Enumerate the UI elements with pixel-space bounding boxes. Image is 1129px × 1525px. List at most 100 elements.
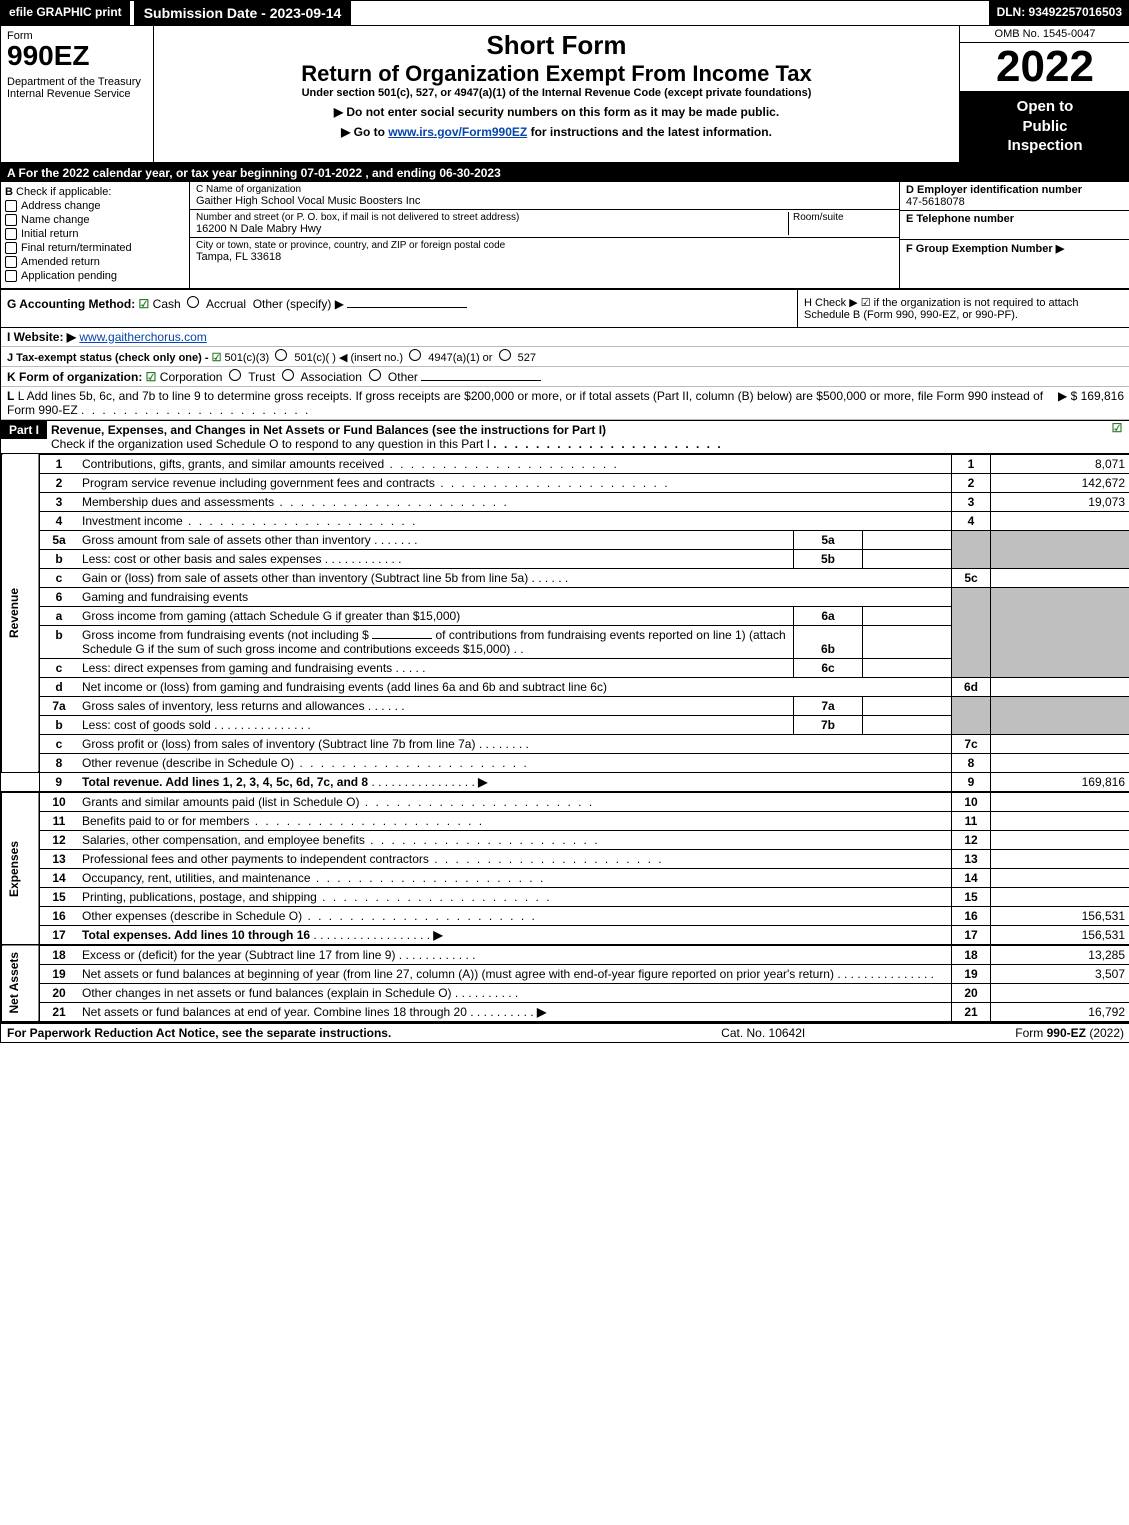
chk-initial[interactable]: Initial return	[5, 228, 185, 240]
l9-desc: Total revenue. Add lines 1, 2, 3, 4, 5c,…	[82, 775, 368, 789]
l7-shade	[952, 696, 991, 734]
dots	[311, 871, 546, 885]
l19-num: 19	[39, 964, 78, 983]
l2-desc: Program service revenue including govern…	[82, 476, 435, 490]
l6c-val	[863, 658, 952, 677]
l7c-box: 7c	[952, 734, 991, 753]
l16-amt: 156,531	[991, 906, 1129, 925]
b-label: B	[5, 186, 13, 198]
dots	[249, 814, 484, 828]
l19-desc: Net assets or fund balances at beginning…	[82, 967, 834, 981]
header-center: Short Form Return of Organization Exempt…	[154, 26, 959, 162]
side-netassets: Net Assets	[2, 945, 40, 1022]
l4-desc: Investment income	[82, 514, 183, 528]
l6a-desc: Gross income from gaming (attach Schedul…	[78, 606, 794, 625]
page-footer: For Paperwork Reduction Act Notice, see …	[1, 1022, 1129, 1042]
l6a-val	[863, 606, 952, 625]
l8-amt	[991, 753, 1129, 772]
dots	[81, 403, 310, 417]
e-row: E Telephone number	[900, 211, 1129, 240]
footer-form: 990-EZ	[1047, 1026, 1086, 1040]
chk-pending[interactable]: Application pending	[5, 270, 185, 282]
l4-num: 4	[39, 511, 78, 530]
l11-amt	[991, 811, 1129, 830]
chk-amended[interactable]: Amended return	[5, 256, 185, 268]
line-12: 12 Salaries, other compensation, and emp…	[2, 830, 1129, 849]
j-label: J Tax-exempt status (check only one) -	[7, 352, 209, 364]
part-i-check: ☑	[1104, 421, 1129, 435]
info-grid: B Check if applicable: Address change Na…	[1, 182, 1129, 290]
l17-num: 17	[39, 925, 78, 945]
top-spacer	[351, 1, 988, 25]
l7a-desc: Gross sales of inventory, less returns a…	[82, 699, 365, 713]
org-name: Gaither High School Vocal Music Boosters…	[196, 195, 893, 207]
l15-box: 15	[952, 887, 991, 906]
irs-link[interactable]: www.irs.gov/Form990EZ	[388, 125, 527, 139]
l5b-inner: 5b	[794, 549, 863, 568]
lines-table: Revenue 1 Contributions, gifts, grants, …	[1, 454, 1129, 1022]
l13-amt	[991, 849, 1129, 868]
l10-amt	[991, 792, 1129, 812]
k-row: K Form of organization: ☑ Corporation Tr…	[1, 367, 1129, 387]
line-18: Net Assets 18 Excess or (deficit) for th…	[2, 945, 1129, 965]
dots	[435, 476, 670, 490]
k-trust: Trust	[248, 370, 275, 384]
dots	[429, 852, 664, 866]
line-1: Revenue 1 Contributions, gifts, grants, …	[2, 454, 1129, 473]
l2-box: 2	[952, 473, 991, 492]
chk-name[interactable]: Name change	[5, 214, 185, 226]
j-opt1: 501(c)(3)	[225, 352, 270, 364]
short-form-title: Short Form	[158, 30, 955, 61]
l21-desc: Net assets or fund balances at end of ye…	[82, 1005, 467, 1019]
line-5c: c Gain or (loss) from sale of assets oth…	[2, 568, 1129, 587]
l3-num: 3	[39, 492, 78, 511]
l17-box: 17	[952, 925, 991, 945]
l6-shade	[952, 587, 991, 677]
check-icon: ☑	[212, 352, 222, 364]
l9-num: 9	[39, 772, 78, 792]
l7b-desc: Less: cost of goods sold	[82, 718, 211, 732]
l16-desc: Other expenses (describe in Schedule O)	[82, 909, 302, 923]
side-revenue: Revenue	[2, 454, 40, 772]
l6d-desc: Net income or (loss) from gaming and fun…	[78, 677, 952, 696]
instruct-goto: ▶ Go to www.irs.gov/Form990EZ for instru…	[158, 125, 955, 139]
line-10: Expenses 10 Grants and similar amounts p…	[2, 792, 1129, 812]
tax-year: 2022	[960, 43, 1129, 91]
header-left: Form 990EZ Department of the Treasury In…	[1, 26, 154, 162]
chk-address[interactable]: Address change	[5, 200, 185, 212]
checkbox-icon	[5, 242, 17, 254]
h-section: H Check ▶ ☑ if the organization is not r…	[797, 290, 1129, 327]
l17-desc: Total expenses. Add lines 10 through 16	[82, 928, 310, 942]
footer-catno: Cat. No. 10642I	[511, 1026, 1015, 1040]
l18-box: 18	[952, 945, 991, 965]
form-header: Form 990EZ Department of the Treasury In…	[1, 26, 1129, 164]
j-row: J Tax-exempt status (check only one) - ☑…	[1, 347, 1129, 367]
efile-label[interactable]: efile GRAPHIC print	[1, 1, 130, 25]
l20-box: 20	[952, 983, 991, 1002]
l5c-box: 5c	[952, 568, 991, 587]
l2-amt: 142,672	[991, 473, 1129, 492]
chk-final[interactable]: Final return/terminated	[5, 242, 185, 254]
l6c-inner: 6c	[794, 658, 863, 677]
l3-amt: 19,073	[991, 492, 1129, 511]
footer-year: (2022)	[1086, 1026, 1124, 1040]
l21-amt: 16,792	[991, 1002, 1129, 1021]
check-icon: ☑	[1112, 421, 1123, 435]
d-label: D Employer identification number	[906, 184, 1082, 196]
instruct-nossn: ▶ Do not enter social security numbers o…	[158, 105, 955, 119]
l3-box: 3	[952, 492, 991, 511]
c-city-label: City or town, state or province, country…	[196, 240, 893, 251]
side-expenses: Expenses	[2, 792, 40, 945]
l-row: L L Add lines 5b, 6c, and 7b to line 9 t…	[1, 387, 1129, 420]
website-link[interactable]: www.gaitherchorus.com	[79, 330, 206, 344]
l18-num: 18	[39, 945, 78, 965]
footer-pre: Form	[1015, 1026, 1046, 1040]
line-2: 2 Program service revenue including gove…	[2, 473, 1129, 492]
f-row: F Group Exemption Number ▶	[900, 240, 1129, 257]
line-9: 9 Total revenue. Add lines 1, 2, 3, 4, 5…	[2, 772, 1129, 792]
l21-num: 21	[39, 1002, 78, 1021]
l5c-amt	[991, 568, 1129, 587]
l5-shade-amt	[991, 530, 1129, 568]
l6b-inner: 6b	[794, 625, 863, 658]
j-opt4: 527	[518, 352, 536, 364]
